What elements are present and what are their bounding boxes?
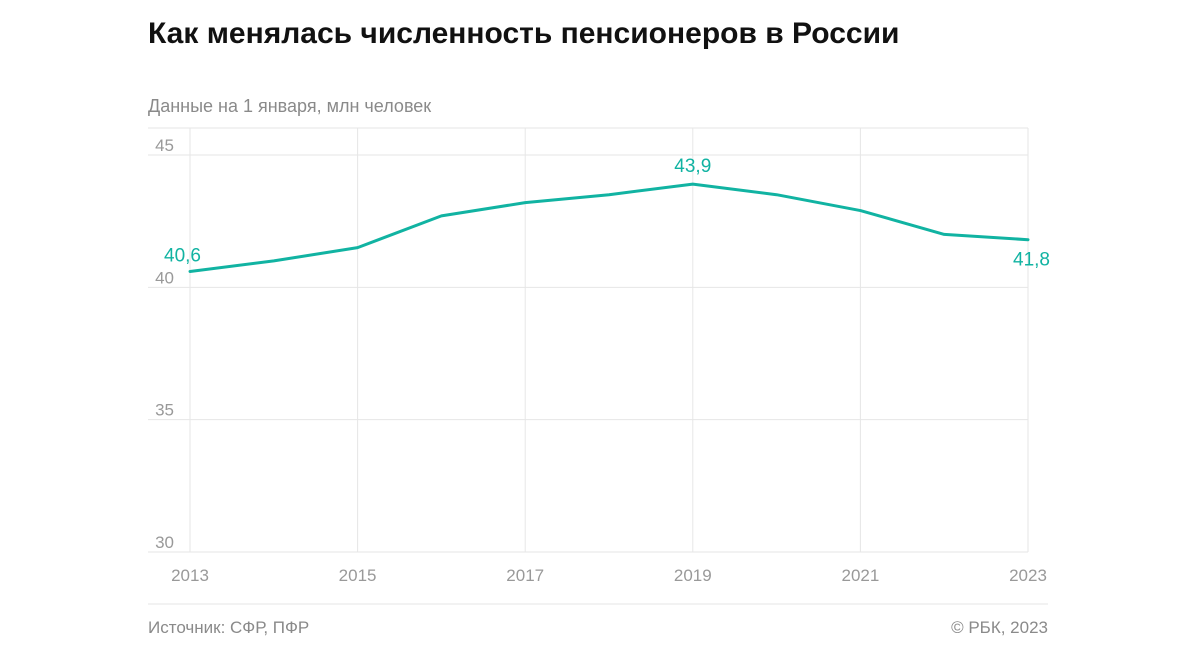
x-tick-label: 2019 [674,566,712,585]
y-tick-label: 35 [155,401,174,420]
y-tick-label: 45 [155,136,174,155]
data-label: 43,9 [674,156,711,177]
x-tick-label: 2013 [171,566,209,585]
chart-title: Как менялась численность пенсионеров в Р… [148,17,900,50]
copyright-note: © РБК, 2023 [951,618,1048,637]
x-tick-label: 2017 [506,566,544,585]
x-tick-label: 2021 [841,566,879,585]
y-tick-label: 40 [155,268,174,287]
source-note: Источник: СФР, ПФР [148,618,310,637]
y-tick-label: 30 [155,533,174,552]
series-line [188,182,1030,273]
data-label: 40,6 [164,245,201,266]
x-tick-label: 2015 [339,566,377,585]
data-label: 41,8 [1013,250,1050,271]
x-tick-label: 2023 [1009,566,1047,585]
chart-subtitle: Данные на 1 января, млн человек [148,96,432,116]
